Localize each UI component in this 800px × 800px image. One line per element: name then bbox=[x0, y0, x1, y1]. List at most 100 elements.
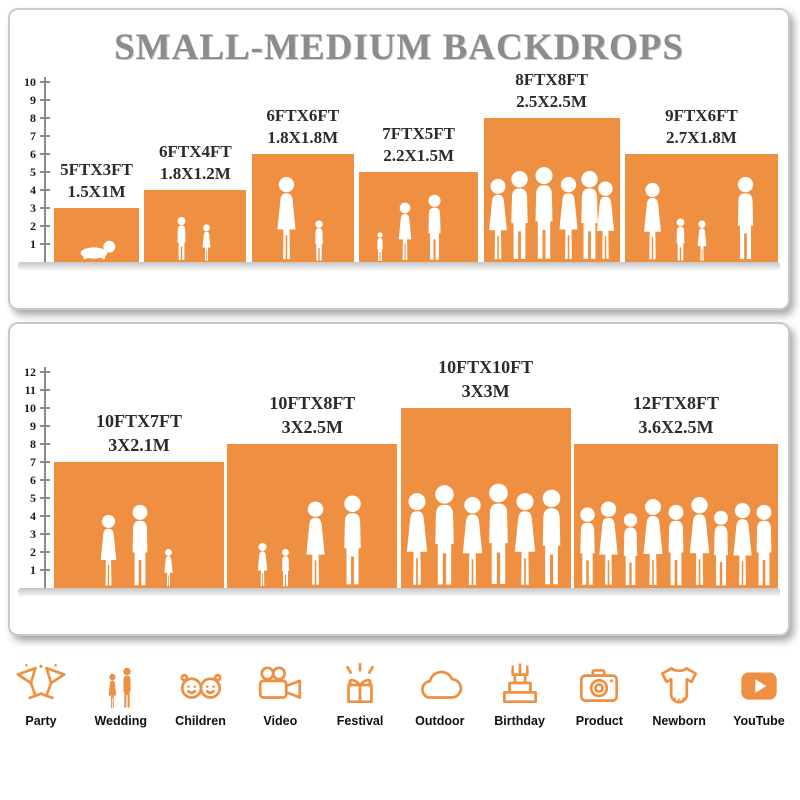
backdrop-size-label: 10FTX10FT 3X3M bbox=[438, 356, 533, 403]
category-outdoor: Outdoor bbox=[413, 660, 467, 728]
category-birthday: Birthday bbox=[493, 660, 547, 728]
size-m: 3.6X2.5M bbox=[638, 416, 714, 437]
ft-ruler-bottom: 1 2 3 4 5 6 7 8 9 10 11 12 bbox=[14, 366, 50, 588]
backdrop-size-label: 7FTX5FT 2.2X1.5M bbox=[382, 123, 455, 167]
children-icon bbox=[180, 673, 222, 699]
size-ft: 8FTX8FT bbox=[515, 69, 588, 89]
size-m: 2.7X1.8M bbox=[666, 127, 737, 147]
youtube-icon bbox=[741, 672, 777, 700]
outdoor-icon bbox=[420, 670, 463, 699]
backdrop-rect bbox=[144, 190, 247, 262]
birthday-icon bbox=[502, 663, 537, 704]
category-newborn: Newborn bbox=[652, 660, 706, 728]
size-m: 3X3M bbox=[461, 380, 510, 401]
backdrop-size-label: 12FTX8FT 3.6X2.5M bbox=[633, 392, 719, 439]
page-title: SMALL-MEDIUM BACKDROPS bbox=[114, 27, 684, 68]
silhouette-family-group bbox=[644, 176, 754, 261]
category-label: Outdoor bbox=[415, 714, 465, 728]
category-label: Product bbox=[575, 714, 623, 728]
silhouette-mother-child bbox=[277, 176, 323, 261]
silhouette-group bbox=[488, 167, 614, 260]
category-label: Newborn bbox=[652, 714, 706, 728]
category-label: Video bbox=[263, 714, 298, 728]
backdrop-size-label: 9FTX6FT 2.7X1.8M bbox=[665, 105, 738, 149]
floor-shadow bbox=[18, 262, 780, 270]
category-label: Wedding bbox=[94, 714, 148, 728]
backdrop-6ftx4ft: 6FTX4FT 1.8X1.2M bbox=[144, 141, 247, 262]
size-m: 3X2.5M bbox=[281, 416, 344, 437]
wedding-icon bbox=[108, 667, 131, 708]
backdrop-6ftx6ft: 6FTX6FT 1.8X1.8M bbox=[251, 105, 354, 262]
small-medium-panel: SMALL-MEDIUM BACKDROPS 1 2 3 4 5 6 7 8 9 10 5FTX3… bbox=[8, 8, 790, 310]
size-m: 2.2X1.5M bbox=[383, 145, 455, 165]
floor-shadow bbox=[18, 588, 780, 596]
party-icon bbox=[16, 663, 66, 700]
ft-ruler-top: 1 2 3 4 5 6 7 8 9 10 bbox=[14, 76, 50, 262]
category-party: Party bbox=[14, 660, 68, 728]
backdrop-7ftx5ft: 7FTX5FT 2.2X1.5M bbox=[359, 123, 479, 262]
size-ft: 12FTX8FT bbox=[632, 393, 719, 414]
category-label: Festival bbox=[336, 714, 384, 728]
product-icon bbox=[580, 669, 619, 702]
category-wedding: Wedding bbox=[94, 660, 148, 728]
silhouette-baby bbox=[80, 240, 116, 260]
size-ft: 6FTX4FT bbox=[159, 141, 232, 161]
backdrop-size-label: 10FTX7FT 3X2.1M bbox=[96, 410, 182, 457]
backdrop-rect bbox=[251, 154, 354, 262]
video-icon bbox=[259, 666, 302, 699]
backdrop-rect bbox=[359, 172, 479, 262]
size-ft: 6FTX6FT bbox=[266, 105, 340, 125]
silhouette-group-six bbox=[406, 483, 560, 585]
backdrop-9ftx6ft: 9FTX6FT 2.7X1.8M bbox=[624, 105, 778, 262]
backdrop-rect bbox=[573, 444, 778, 588]
backdrop-row-bottom: 10FTX7FT 3X2.1M 10FTX8FT 3X2.5M bbox=[54, 356, 778, 588]
backdrop-size-label: 8FTX8FT 2.5X2.5M bbox=[515, 69, 588, 113]
backdrop-10ftx7ft: 10FTX7FT 3X2.1M bbox=[54, 410, 224, 588]
backdrop-rect bbox=[483, 118, 620, 262]
backdrop-rect bbox=[227, 444, 398, 588]
backdrop-rect bbox=[54, 208, 139, 262]
silhouette-two-children bbox=[177, 217, 211, 261]
backdrop-row-top: 5FTX3FT 1.5X1M 6FTX4FT 1.8X1.2M bbox=[54, 69, 778, 262]
category-youtube: YouTube bbox=[732, 660, 786, 728]
category-label: Children bbox=[175, 714, 226, 728]
size-m: 2.5X2.5M bbox=[516, 91, 587, 111]
category-label: Birthday bbox=[494, 714, 545, 728]
silhouette-family bbox=[377, 194, 441, 261]
backdrop-10ftx8ft: 10FTX8FT 3X2.5M bbox=[227, 392, 398, 588]
size-m: 1.5X1M bbox=[67, 181, 126, 201]
backdrop-size-label: 5FTX3FT 1.5X1M bbox=[60, 159, 133, 203]
category-children: Children bbox=[174, 660, 228, 728]
backdrop-rect bbox=[54, 462, 224, 588]
size-ft: 7FTX5FT bbox=[382, 123, 456, 143]
silhouette-couple-child bbox=[100, 504, 173, 587]
newborn-icon bbox=[661, 666, 698, 704]
backdrop-size-label: 6FTX6FT 1.8X1.8M bbox=[266, 105, 339, 149]
backdrop-12ftx8ft: 12FTX8FT 3.6X2.5M bbox=[573, 392, 778, 588]
backdrop-rect bbox=[624, 154, 778, 262]
backdrop-size-label: 6FTX4FT 1.8X1.2M bbox=[159, 141, 232, 185]
size-m: 1.8X1.2M bbox=[159, 163, 231, 183]
category-label: Party bbox=[25, 714, 57, 728]
silhouette-family-four bbox=[258, 495, 362, 587]
backdrop-rect bbox=[400, 408, 571, 588]
large-panel: 1 2 3 4 5 6 7 8 9 10 11 12 10FTX7FT 3X2.1M 10FTX8FT… bbox=[8, 322, 790, 636]
size-ft: 10FTX10FT bbox=[438, 357, 534, 378]
size-ft: 10FTX8FT bbox=[269, 393, 356, 414]
category-product: Product bbox=[572, 660, 626, 728]
size-ft: 5FTX3FT bbox=[60, 159, 133, 179]
category-label: YouTube bbox=[733, 714, 785, 728]
size-m: 1.8X1.8M bbox=[267, 127, 339, 147]
size-ft: 10FTX7FT bbox=[95, 411, 182, 432]
size-ft: 9FTX6FT bbox=[665, 105, 738, 125]
backdrop-10ftx10ft: 10FTX10FT 3X3M bbox=[400, 356, 571, 588]
category-festival: Festival bbox=[333, 660, 387, 728]
category-row: Party Wedding Children Video bbox=[14, 660, 786, 728]
backdrop-5ftx3ft: 5FTX3FT 1.5X1M bbox=[54, 159, 139, 262]
silhouette-crowd bbox=[580, 497, 772, 586]
size-m: 3X2.1M bbox=[108, 434, 170, 455]
backdrop-8ftx8ft: 8FTX8FT 2.5X2.5M bbox=[483, 69, 620, 262]
backdrop-size-label: 10FTX8FT 3X2.5M bbox=[269, 392, 355, 439]
festival-icon bbox=[346, 662, 374, 704]
category-video: Video bbox=[253, 660, 307, 728]
